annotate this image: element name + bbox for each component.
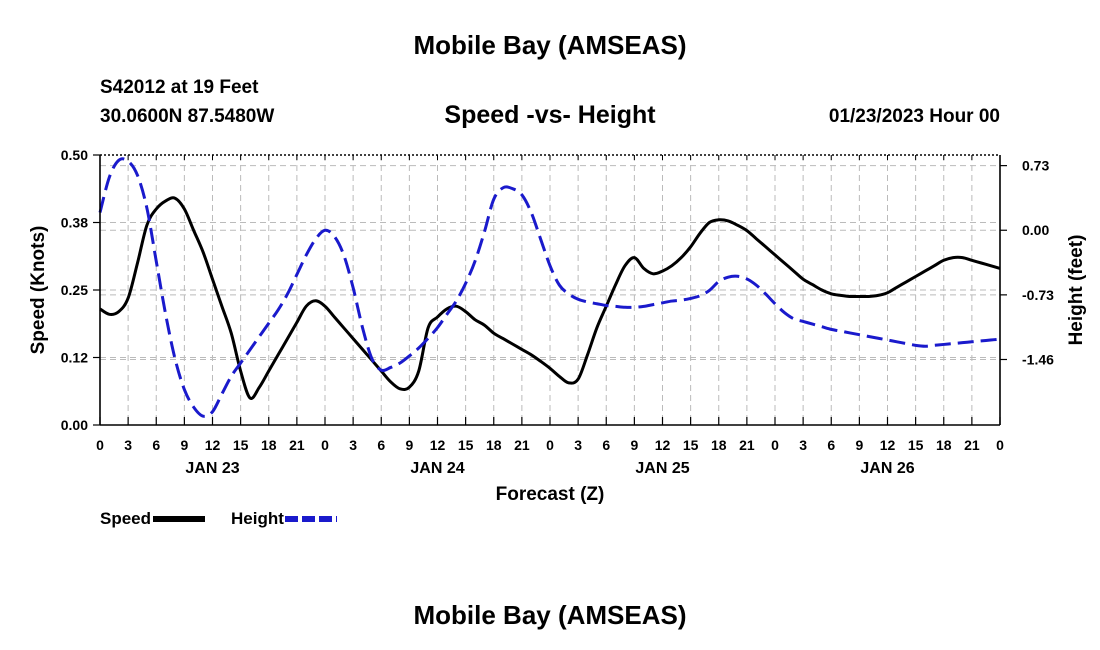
x-tick-label: 15 [233,437,249,453]
speed-series-line [99,196,1001,400]
x-tick-label: 15 [908,437,924,453]
x-tick-label: 3 [124,437,132,453]
day-label: JAN 26 [860,460,914,477]
x-tick-label: 0 [96,437,104,453]
x-tick-label: 6 [377,437,385,453]
x-tick-label: 21 [964,437,980,453]
x-tick-label: 3 [799,437,807,453]
y-right-tick-label: 0.00 [1022,222,1049,238]
day-label: JAN 23 [185,460,239,477]
x-tick-label: 12 [880,437,896,453]
x-tick-label: 21 [739,437,755,453]
y-right-tick-label: -1.46 [1022,351,1054,367]
y-left-tick-label: 0.25 [61,282,88,298]
x-tick-label: 9 [405,437,413,453]
x-tick-label: 9 [180,437,188,453]
forecast-datetime: 01/23/2023 Hour 00 [828,106,1000,127]
series-layer [98,157,1001,418]
legend-speed-label: Speed [100,509,152,528]
x-tick-label: 18 [261,437,277,453]
x-tick-label: 6 [152,437,160,453]
y-left-tick-label: 0.38 [61,215,88,231]
y-left-axis-title: Speed (Knots) [28,226,49,355]
bottom-title: Mobile Bay (AMSEAS) [413,600,687,630]
x-tick-label: 12 [205,437,221,453]
x-tick-label: 6 [602,437,610,453]
day-label: JAN 24 [410,460,464,477]
legend-speed-swatch [153,516,206,522]
axes [93,154,1007,426]
x-tick-label: 15 [683,437,699,453]
x-tick-label: 18 [711,437,727,453]
legend-speed: Speed [100,509,207,529]
x-tick-label: 3 [574,437,582,453]
x-tick-label: 18 [936,437,952,453]
x-tick-label: 3 [349,437,357,453]
y-right-axis-title: Height (feet) [1066,235,1087,346]
height-series-line [98,157,1001,418]
y-right-tick-label: 0.73 [1022,158,1049,174]
main-title: Mobile Bay (AMSEAS) [413,30,687,60]
x-tick-label: 21 [289,437,305,453]
x-tick-label: 6 [827,437,835,453]
x-tick-label: 12 [430,437,446,453]
x-tick-label: 0 [546,437,554,453]
station-label: S42012 at 19 Feet [100,77,259,98]
x-tick-label: 0 [996,437,1004,453]
axis-labels: 0 3 6 9 12 15 18 21 0 3 6 9 12 15 18 21 0 3 6 9 12 15 18 21 0 3 6 9… [28,147,1087,505]
x-tick-label: 0 [321,437,329,453]
x-tick-label: 15 [458,437,474,453]
y-left-tick-label: 0.12 [61,350,88,366]
coordinates-label: 30.0600N 87.5480W [100,106,275,127]
y-right-tick-label: -0.73 [1022,287,1054,303]
legend-height-swatch [284,516,337,522]
x-tick-label: 18 [486,437,502,453]
x-tick-label: 21 [514,437,530,453]
legend-height: Height [231,509,339,529]
y-left-tick-label: 0.50 [61,147,88,163]
x-tick-label: 9 [855,437,863,453]
x-tick-label: 9 [630,437,638,453]
x-tick-label: 0 [771,437,779,453]
x-tick-label: 12 [655,437,671,453]
grid [100,155,1000,425]
x-axis-title: Forecast (Z) [496,484,605,505]
day-label: JAN 25 [635,460,689,477]
legend-height-label: Height [231,509,284,528]
chart-subtitle: Speed -vs- Height [444,101,656,129]
y-left-tick-label: 0.00 [61,417,88,433]
